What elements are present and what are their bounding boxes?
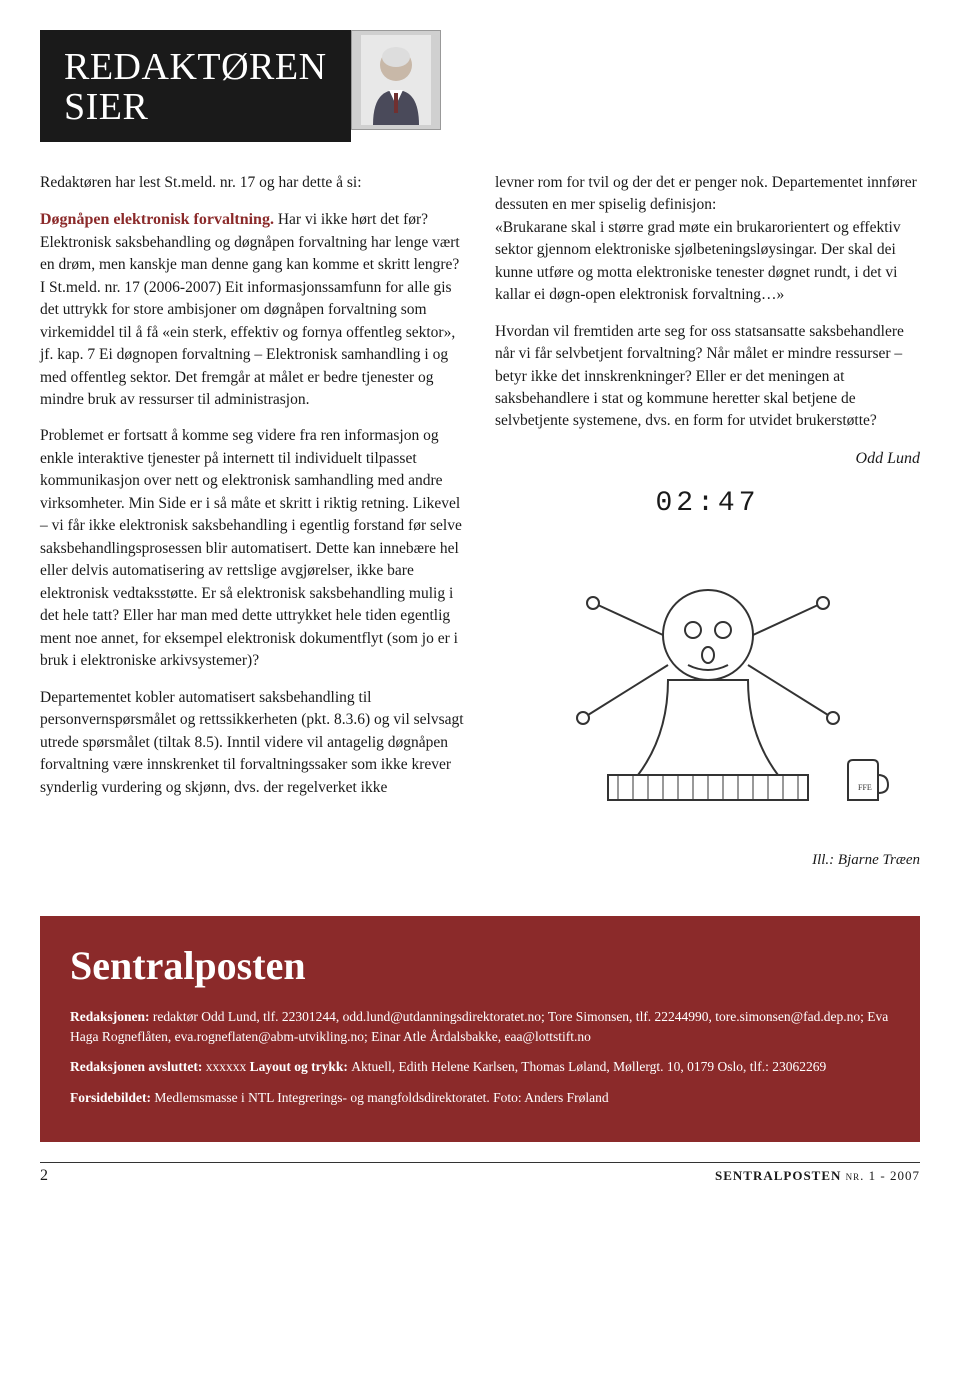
page-number: 2 <box>40 1167 48 1185</box>
subhead-tail: Har vi ikke hørt det før? Elektronisk sa… <box>40 211 460 408</box>
paragraph-4: levner rom for tvil og der det er penger… <box>495 172 920 307</box>
publication-title: Sentralposten <box>70 942 890 989</box>
publication-info-box: Sentralposten Redaksjonen: redaktør Odd … <box>40 916 920 1142</box>
page-footer: 2 SENTRALPOSTEN nr. 1 - 2007 <box>40 1162 920 1185</box>
left-column: Redaktøren har lest St.meld. nr. 17 og h… <box>40 172 465 886</box>
paragraph-5: Hvordan vil fremtiden arte seg for oss s… <box>495 321 920 433</box>
redbox-line-2: Redaksjonen avsluttet: xxxxxx Layout og … <box>70 1057 890 1077</box>
editor-portrait <box>351 30 441 130</box>
article-columns: Redaktøren har lest St.meld. nr. 17 og h… <box>40 172 920 886</box>
header-block: REDAKTØREN SIER <box>40 30 920 142</box>
redbox-label-2a: Redaksjonen avsluttet: <box>70 1059 206 1074</box>
title-line-2: SIER <box>64 88 327 128</box>
person-icon <box>361 35 431 125</box>
redbox-line-1: Redaksjonen: redaktør Odd Lund, tlf. 223… <box>70 1007 890 1048</box>
illustration-credit: Ill.: Bjarne Træen <box>495 850 920 872</box>
author-byline: Odd Lund <box>495 447 920 470</box>
redbox-label-1: Redaksjonen: <box>70 1009 153 1024</box>
subhead: Døgnåpen elektronisk forvaltning. <box>40 211 274 228</box>
svg-text:FFE: FFE <box>858 783 872 792</box>
title-line-1: REDAKTØREN <box>64 48 327 88</box>
publication-issue: SENTRALPOSTEN nr. 1 - 2007 <box>715 1168 920 1184</box>
cartoon-illustration: FFE <box>518 535 898 835</box>
clock-display: 02:47 <box>495 484 920 525</box>
illustration: FFE <box>495 535 920 842</box>
right-column: levner rom for tvil og der det er penger… <box>495 172 920 886</box>
redbox-line-3: Forsidebildet: Medlemsmasse i NTL Integr… <box>70 1088 890 1108</box>
redbox-label-3: Forsidebildet: <box>70 1090 154 1105</box>
paragraph-2: Problemet er fortsatt å komme seg videre… <box>40 425 465 672</box>
section-title: REDAKTØREN SIER <box>40 30 351 142</box>
intro-text: Redaktøren har lest St.meld. nr. 17 og h… <box>40 172 465 194</box>
lead-paragraph: Døgnåpen elektronisk forvaltning. Har vi… <box>40 208 465 411</box>
paragraph-3: Departementet kobler automatisert saksbe… <box>40 687 465 799</box>
redbox-label-2b: Layout og trykk: <box>250 1059 352 1074</box>
